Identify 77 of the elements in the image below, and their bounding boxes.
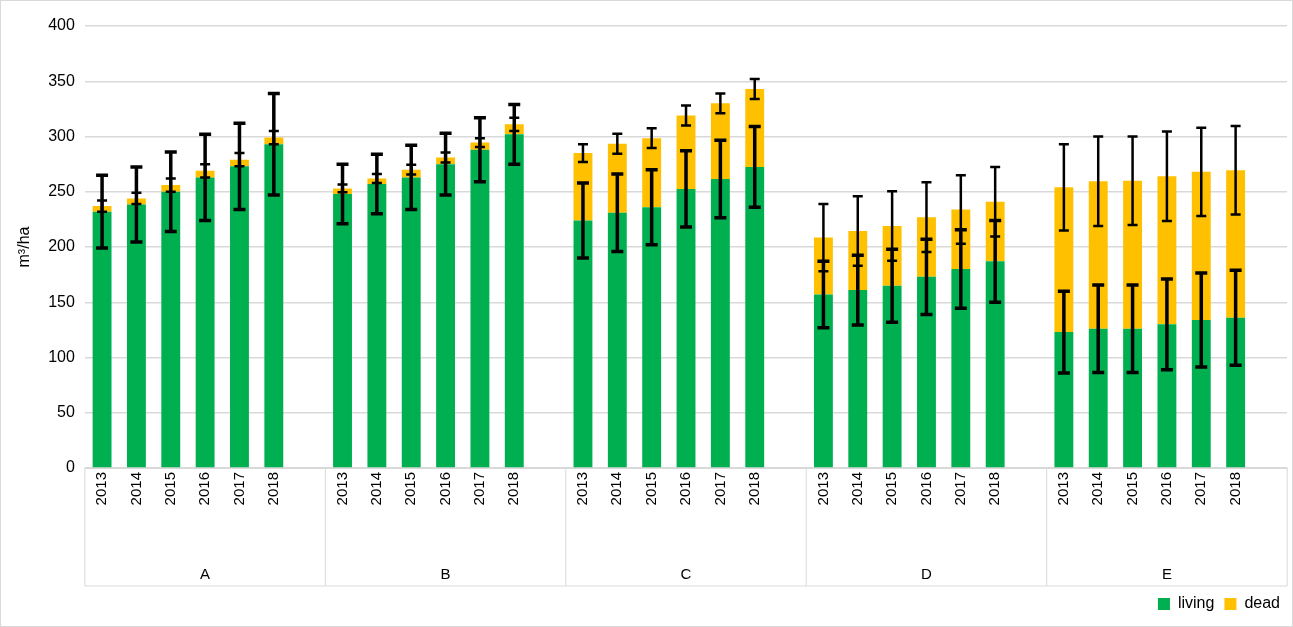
bar xyxy=(230,166,249,468)
x-tick-label: 2015 xyxy=(160,472,178,506)
bar xyxy=(470,149,490,468)
x-tick-label: 2014 xyxy=(607,472,625,506)
y-tick-label: 350 xyxy=(48,71,75,89)
bar xyxy=(161,191,181,468)
y-tick-label: 50 xyxy=(57,403,75,421)
x-tick-label: 2017 xyxy=(470,472,488,506)
bar xyxy=(642,207,662,468)
x-tick-label: 2014 xyxy=(847,472,865,506)
bar xyxy=(917,276,936,468)
bar xyxy=(1088,328,1108,468)
x-tick-label: 2017 xyxy=(950,472,968,506)
bar xyxy=(813,294,833,468)
x-tick-label: 2016 xyxy=(676,472,694,506)
bar xyxy=(1123,328,1143,468)
bar xyxy=(607,212,627,468)
text: C xyxy=(680,565,692,583)
bar xyxy=(985,261,1005,468)
x-tick-label: 2017 xyxy=(710,472,728,506)
x-tick-label: 2015 xyxy=(641,472,659,506)
y-axis-title: m³/ha xyxy=(15,226,33,268)
bar xyxy=(710,179,730,468)
bar xyxy=(1226,317,1246,468)
bar xyxy=(264,144,284,468)
bar xyxy=(676,188,696,468)
x-tick-label: 2014 xyxy=(1088,472,1106,506)
x-tick-label: 2015 xyxy=(882,472,900,506)
bar xyxy=(882,285,902,468)
x-tick-label: 2013 xyxy=(92,472,110,506)
bar xyxy=(745,166,765,468)
y-tick-label: 300 xyxy=(48,126,75,144)
x-tick-label: 2013 xyxy=(1054,472,1072,506)
y-tick-label: 400 xyxy=(48,16,75,34)
legend-label: living xyxy=(1177,594,1215,612)
bar xyxy=(504,134,524,468)
y-tick-label: 100 xyxy=(48,347,75,365)
y-tick-label: 150 xyxy=(48,292,75,310)
x-tick-label: 2013 xyxy=(332,472,350,506)
x-tick-label: 2016 xyxy=(1157,472,1175,506)
bar xyxy=(848,290,868,468)
bar xyxy=(333,193,352,468)
x-tick-label: 2018 xyxy=(263,472,281,506)
bar xyxy=(573,220,593,468)
bar xyxy=(436,164,456,468)
legend-label: dead xyxy=(1244,594,1280,612)
x-tick-label: 2016 xyxy=(916,472,934,506)
x-tick-label: 2017 xyxy=(229,472,247,506)
text: E xyxy=(1161,565,1172,583)
x-tick-label: 2013 xyxy=(573,472,591,506)
bar xyxy=(1191,319,1211,468)
x-tick-label: 2015 xyxy=(401,472,419,506)
bar xyxy=(401,177,421,468)
x-tick-label: 2018 xyxy=(744,472,762,506)
x-tick-label: 2013 xyxy=(813,472,831,506)
x-tick-label: 2018 xyxy=(985,472,1003,506)
bar xyxy=(1054,332,1074,468)
bar xyxy=(951,269,971,468)
x-tick-label: 2017 xyxy=(1191,472,1209,506)
text: D xyxy=(921,565,933,583)
y-tick-label: 200 xyxy=(48,237,75,255)
x-tick-label: 2018 xyxy=(1225,472,1243,506)
text: B xyxy=(440,565,451,583)
x-tick-label: 2015 xyxy=(1122,472,1140,506)
bar xyxy=(195,177,215,468)
text: A xyxy=(200,565,211,583)
x-tick-label: 2016 xyxy=(435,472,453,506)
x-tick-label: 2016 xyxy=(195,472,213,506)
bar xyxy=(126,204,146,468)
bar xyxy=(1157,324,1177,468)
bar xyxy=(367,184,387,468)
y-tick-label: 250 xyxy=(48,182,75,200)
x-tick-label: 2018 xyxy=(504,472,522,506)
bar xyxy=(92,211,112,468)
x-tick-label: 2014 xyxy=(367,472,385,506)
x-tick-label: 2014 xyxy=(126,472,144,506)
y-tick-label: 0 xyxy=(65,458,75,476)
